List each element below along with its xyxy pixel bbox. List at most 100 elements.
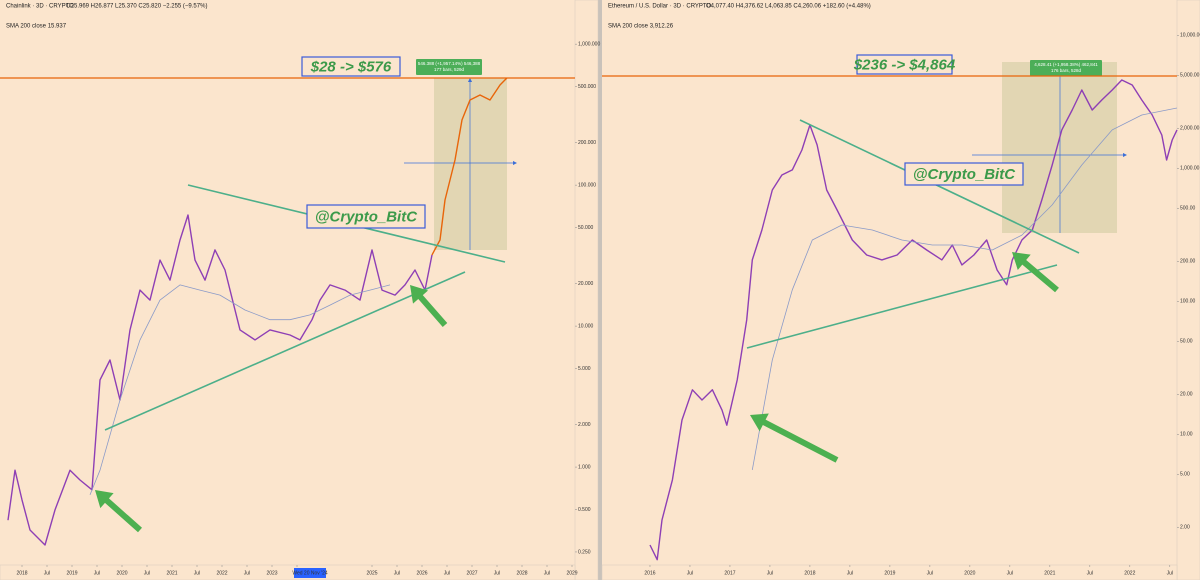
x-tick-label: Jul — [94, 570, 100, 576]
y-tick-label: 500.00 — [1180, 206, 1196, 212]
arrow — [749, 413, 839, 463]
x-tick-label: Jul — [444, 570, 450, 576]
price-axis — [574, 0, 599, 580]
price-axis — [1176, 0, 1200, 580]
chart-title: Chainlink · 3D · CRYPTO — [6, 4, 74, 10]
measure-box — [434, 78, 507, 250]
arrow — [1012, 252, 1059, 293]
cursor-date-box — [294, 568, 326, 578]
price-line — [89, 284, 391, 496]
x-tick-label: 2022 — [216, 570, 227, 576]
y-tick-label: 2,000.00 — [1180, 126, 1200, 132]
trendline — [799, 119, 1080, 254]
x-tick-label: 2020 — [964, 570, 975, 576]
y-tick-label: 200.00 — [1180, 259, 1196, 265]
y-tick-label: 100.00 — [1180, 299, 1196, 305]
x-tick-label: 2021 — [166, 570, 177, 576]
price-line — [649, 79, 1178, 561]
y-tick-label: 200.000 — [578, 140, 596, 146]
x-tick-label: Jul — [494, 570, 500, 576]
trendline — [104, 271, 466, 431]
measure-label: 4,628.41 (+1,958.38%) 462,841 — [1034, 62, 1098, 67]
y-tick-label: 5.00 — [1180, 472, 1190, 478]
x-tick-label: Jul — [1167, 570, 1173, 576]
x-tick-label: 2022 — [1124, 570, 1135, 576]
y-tick-label: 0.500 — [578, 507, 591, 513]
y-tick-label: 500.000 — [578, 84, 596, 90]
y-tick-label: 1,000.000 — [578, 41, 600, 47]
y-tick-label: 1,000.00 — [1180, 166, 1200, 172]
x-tick-label: 2018 — [804, 570, 815, 576]
ohlc-values: O4,077.40 H4,376.62 L4,063.85 C4,260.06 … — [706, 4, 871, 10]
y-tick-label: 1.000 — [578, 464, 591, 470]
annotation-text: @Crypto_BitC — [913, 166, 1016, 183]
x-tick-label: 2026 — [416, 570, 427, 576]
y-tick-label: 5,000.00 — [1180, 73, 1200, 79]
arrow — [94, 489, 142, 533]
y-tick-label: 10.00 — [1180, 432, 1193, 438]
y-tick-label: 10,000.00 — [1180, 33, 1200, 39]
arrow-shape — [410, 285, 448, 327]
x-tick-label: Jul — [927, 570, 933, 576]
y-tick-label: 5.000 — [578, 366, 591, 372]
measure-label: 177 bars, 529d — [434, 67, 465, 72]
annotation-box — [306, 204, 426, 229]
y-tick-label: 2.000 — [578, 422, 591, 428]
x-tick-label: Jul — [194, 570, 200, 576]
x-tick-label: 2019 — [66, 570, 77, 576]
x-tick-label: Jul — [767, 570, 773, 576]
price-line — [431, 77, 508, 256]
y-tick-label: 50.000 — [578, 225, 594, 231]
arrow-shape — [1012, 252, 1059, 293]
annotation-box — [301, 56, 401, 77]
y-tick-label: 20.00 — [1180, 392, 1193, 398]
indicator-label: SMA 200 close 15.937 — [6, 24, 67, 30]
arrow-shape — [94, 489, 142, 533]
x-tick-label: 2017 — [724, 570, 735, 576]
measure-box — [1002, 62, 1117, 233]
annotation-text: $28 -> $576 — [310, 58, 392, 75]
annotation-box — [856, 54, 953, 75]
panel-divider — [598, 0, 602, 580]
x-tick-label: 2025 — [366, 570, 377, 576]
time-axis — [601, 564, 1178, 580]
y-tick-label: 100.000 — [578, 182, 596, 188]
x-tick-label: 2018 — [16, 570, 27, 576]
x-tick-label: Jul — [244, 570, 250, 576]
annotation-box — [904, 162, 1024, 186]
time-axis — [0, 564, 576, 580]
x-tick-label: 2028 — [516, 570, 527, 576]
x-tick-label: Jul — [1007, 570, 1013, 576]
measure-label: 176 bars, 528d — [1051, 68, 1082, 73]
y-tick-label: 10.000 — [578, 323, 594, 329]
trendline — [746, 264, 1058, 349]
indicator-label: SMA 200 close 3,912.26 — [608, 24, 674, 30]
arrow — [410, 285, 448, 327]
annotation-text: $236 -> $4,864 — [853, 56, 956, 73]
x-tick-label: 2020 — [116, 570, 127, 576]
measure-label-box — [416, 59, 482, 75]
y-tick-label: 2.00 — [1180, 525, 1190, 531]
y-tick-label: 50.00 — [1180, 339, 1193, 345]
arrow-shape — [749, 413, 839, 463]
x-tick-label: 2023 — [266, 570, 277, 576]
chart-panel: Ethereum / U.S. Dollar · 3D · CRYPTOO4,0… — [601, 0, 1200, 580]
x-tick-label: 2029 — [566, 570, 577, 576]
price-line — [751, 107, 1178, 470]
annotation-text: @Crypto_BitC — [315, 208, 418, 225]
chart-title: Ethereum / U.S. Dollar · 3D · CRYPTO — [608, 4, 711, 10]
x-tick-label: Jul — [544, 570, 550, 576]
ohlc-values: O25.969 H26.877 L25.370 C25.820 −2.255 (… — [66, 4, 207, 10]
measure-label-box — [1030, 60, 1102, 76]
x-tick-label: Jul — [847, 570, 853, 576]
x-tick-label: 2016 — [644, 570, 655, 576]
cursor-date: Wed 20 Nov '24 — [292, 570, 328, 576]
x-tick-label: Jul — [1087, 570, 1093, 576]
x-tick-label: Jul — [144, 570, 150, 576]
x-tick-label: Jul — [44, 570, 50, 576]
x-tick-label: Jul — [687, 570, 693, 576]
y-tick-label: 20.000 — [578, 281, 594, 287]
